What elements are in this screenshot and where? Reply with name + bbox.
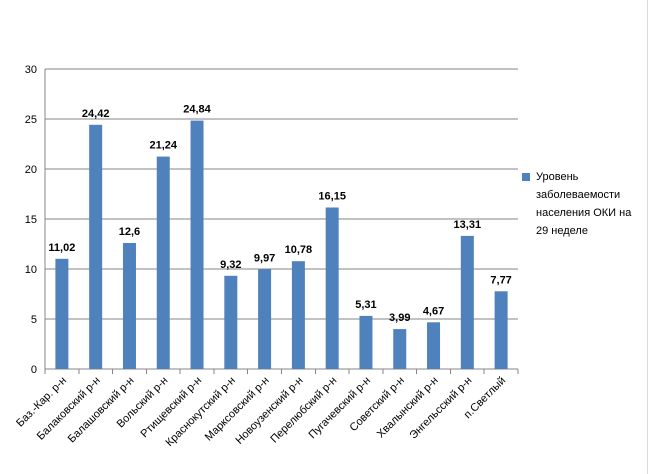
y-tick-label: 15 xyxy=(25,214,37,226)
x-tick-label: Балаковский р-н xyxy=(35,375,103,443)
bar xyxy=(427,322,441,369)
bar xyxy=(291,261,305,369)
bar xyxy=(258,269,272,369)
bar xyxy=(122,243,136,369)
bar xyxy=(494,291,508,369)
data-label: 11,02 xyxy=(48,242,75,254)
data-label: 13,31 xyxy=(454,219,482,231)
y-tick-label: 20 xyxy=(25,164,37,176)
y-tick-label: 10 xyxy=(25,264,37,276)
data-label: 24,84 xyxy=(183,104,211,116)
x-tick-label: Ртищевский р-н xyxy=(139,375,205,441)
y-tick-label: 25 xyxy=(25,114,37,126)
data-label: 21,24 xyxy=(149,140,177,152)
data-label: 10,78 xyxy=(285,244,313,256)
bar xyxy=(393,329,407,369)
data-label: 24,42 xyxy=(82,108,110,120)
legend-swatch xyxy=(522,173,530,181)
data-label: 4,67 xyxy=(423,305,444,317)
bar xyxy=(156,156,170,369)
data-label: 16,15 xyxy=(318,191,346,203)
bar xyxy=(460,235,474,369)
x-tick-label: Энгельсский р-н xyxy=(407,375,474,442)
x-tick-label: Хвалынский р-н xyxy=(375,375,441,441)
y-tick-label: 0 xyxy=(31,364,37,376)
data-label: 7,77 xyxy=(490,274,511,286)
bar xyxy=(325,207,339,369)
data-label: 5,31 xyxy=(355,299,376,311)
bar xyxy=(89,124,103,369)
data-label: 3,99 xyxy=(389,312,410,324)
x-tick-label: Пугачевский р-н xyxy=(307,375,374,442)
bar xyxy=(190,120,204,369)
data-label: 9,32 xyxy=(220,259,241,271)
y-tick-label: 30 xyxy=(25,64,37,76)
y-tick-label: 5 xyxy=(31,314,37,326)
legend-label: Уровень заболеваемости населения ОКИ на … xyxy=(536,171,632,237)
data-label: 9,97 xyxy=(254,252,275,264)
bar xyxy=(359,315,373,369)
data-label: 12,6 xyxy=(119,226,140,238)
bar xyxy=(55,258,69,369)
bar xyxy=(224,275,238,369)
